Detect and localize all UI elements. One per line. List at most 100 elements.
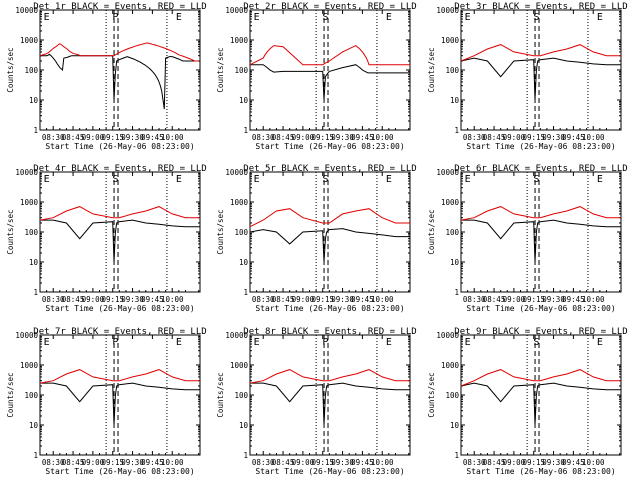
lld-series-line xyxy=(39,206,200,221)
subplot-title: Det 7r BLACK = Events, RED = LLD xyxy=(33,327,206,337)
x-tick-label: 09:15 xyxy=(522,295,545,304)
events-series-line xyxy=(460,382,621,426)
y-axis-label: Counts/sec xyxy=(216,372,225,417)
y-tick-label: 10000 xyxy=(436,6,459,15)
x-tick-label: 09:45 xyxy=(562,133,585,142)
x-tick-label: 10:00 xyxy=(582,295,605,304)
event-marker-label: S xyxy=(322,174,328,185)
x-tick-label: 10:00 xyxy=(371,133,394,142)
y-tick-label: 10000 xyxy=(15,168,38,177)
y-tick-label: 10 xyxy=(29,96,39,105)
x-tick-label: 09:45 xyxy=(351,133,374,142)
subplot-det-6: Det 6r BLACK = Events, RED = LLD 1 10 100 10… xyxy=(427,164,628,313)
x-axis-label: Start Time (26-May-06 08:23:00) xyxy=(45,142,194,151)
x-tick-label: 08:30 xyxy=(463,133,486,142)
y-tick-label: 100 xyxy=(445,66,459,75)
y-axis-label: Counts/sec xyxy=(216,47,225,92)
y-tick-label: 10 xyxy=(450,96,460,105)
y-tick-label: 1000 xyxy=(441,198,460,207)
x-tick-label: 09:45 xyxy=(141,295,164,304)
x-tick-label: 08:45 xyxy=(272,458,295,467)
x-tick-label: 09:30 xyxy=(121,133,144,142)
x-tick-label: 09:00 xyxy=(292,295,315,304)
x-tick-label: 09:45 xyxy=(351,458,374,467)
event-marker-label: S xyxy=(322,12,328,23)
events-series-line xyxy=(40,53,200,110)
x-tick-label: 08:45 xyxy=(62,458,85,467)
x-tick-label: 08:45 xyxy=(62,133,85,142)
subplot-det-4: Det 4r BLACK = Events, RED = LLD 1 10 100 10… xyxy=(6,164,207,313)
x-tick-label: 09:00 xyxy=(82,133,105,142)
x-tick-label: 09:15 xyxy=(311,295,334,304)
x-tick-label: 10:00 xyxy=(161,458,184,467)
event-marker-label: E xyxy=(44,12,50,23)
x-tick-label: 09:00 xyxy=(82,458,105,467)
events-series-line xyxy=(40,382,200,426)
y-tick-label: 1000 xyxy=(230,36,249,45)
x-tick-label: 09:30 xyxy=(331,458,354,467)
lld-series-line xyxy=(460,44,621,62)
x-tick-label: 09:30 xyxy=(121,458,144,467)
event-marker-label: E xyxy=(44,337,50,348)
y-tick-label: 10 xyxy=(239,421,249,430)
x-axis-label: Start Time (26-May-06 08:23:00) xyxy=(255,142,404,151)
x-axis-label: Start Time (26-May-06 08:23:00) xyxy=(255,304,404,313)
y-tick-label: 10 xyxy=(29,421,39,430)
y-tick-label: 100 xyxy=(24,66,38,75)
y-tick-label: 10 xyxy=(239,96,249,105)
x-tick-label: 08:45 xyxy=(483,458,506,467)
x-tick-label: 09:45 xyxy=(562,295,585,304)
x-axis-label: Start Time (26-May-06 08:23:00) xyxy=(466,142,615,151)
lld-series-line xyxy=(460,369,621,387)
y-tick-label: 1000 xyxy=(441,36,460,45)
event-marker-label: E xyxy=(597,174,603,185)
x-tick-label: 08:30 xyxy=(42,133,65,142)
y-tick-label: 100 xyxy=(445,391,459,400)
x-tick-label: 08:30 xyxy=(42,458,65,467)
x-tick-label: 09:45 xyxy=(562,458,585,467)
plot-frame xyxy=(39,334,201,456)
y-tick-label: 10000 xyxy=(436,331,459,340)
event-marker-label: P xyxy=(112,12,118,23)
x-tick-label: 08:45 xyxy=(483,133,506,142)
x-tick-label: 09:45 xyxy=(141,133,164,142)
events-series-line xyxy=(40,219,200,263)
y-tick-label: 1000 xyxy=(441,361,460,370)
y-axis-label: Counts/sec xyxy=(6,47,15,92)
subplot-title: Det 6r BLACK = Events, RED = LLD xyxy=(454,164,627,174)
x-tick-label: 08:45 xyxy=(272,295,295,304)
event-marker-label: S xyxy=(533,12,539,23)
subplot-title: Det 3r BLACK = Events, RED = LLD xyxy=(454,2,627,12)
events-series-line xyxy=(250,64,410,101)
y-axis-label: Counts/sec xyxy=(6,209,15,254)
plot-frame xyxy=(460,334,622,456)
y-tick-label: 1000 xyxy=(230,361,249,370)
x-tick-label: 09:15 xyxy=(101,133,124,142)
y-tick-label: 1 xyxy=(454,451,459,460)
event-marker-label: S xyxy=(533,174,539,185)
lld-series-line xyxy=(39,369,200,384)
event-marker-label: E xyxy=(465,174,471,185)
y-tick-label: 10 xyxy=(450,258,460,267)
x-tick-label: 10:00 xyxy=(371,458,394,467)
x-tick-label: 10:00 xyxy=(161,133,184,142)
subplot-det-9: Det 9r BLACK = Events, RED = LLD 1 10 100 10… xyxy=(427,327,628,476)
x-tick-label: 09:45 xyxy=(351,295,374,304)
event-marker-label: E xyxy=(465,12,471,23)
x-tick-label: 08:30 xyxy=(42,295,65,304)
x-tick-label: 09:30 xyxy=(331,133,354,142)
plot-frame xyxy=(249,334,411,456)
x-tick-label: 09:00 xyxy=(82,295,105,304)
y-tick-label: 1 xyxy=(243,288,248,297)
x-tick-label: 09:15 xyxy=(311,133,334,142)
plot-frame xyxy=(39,9,201,131)
x-tick-label: 08:30 xyxy=(252,295,275,304)
x-tick-label: 09:00 xyxy=(503,295,526,304)
x-tick-label: 09:15 xyxy=(522,458,545,467)
y-tick-label: 1000 xyxy=(20,36,39,45)
event-marker-label: S xyxy=(112,174,118,185)
x-tick-label: 09:15 xyxy=(101,458,124,467)
y-tick-label: 100 xyxy=(234,66,248,75)
event-marker-label: P xyxy=(322,337,328,348)
subplot-det-3: Det 3r BLACK = Events, RED = LLD 1 10 100 10… xyxy=(427,2,628,151)
